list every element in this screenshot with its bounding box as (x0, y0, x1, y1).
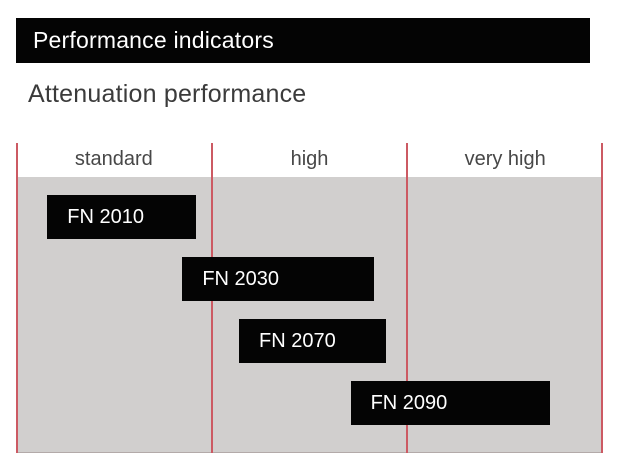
attenuation-chart: standard high very high FN 2010 FN 2030 FN 2… (16, 143, 603, 453)
range-bar-fn-2090: FN 2090 (350, 381, 551, 425)
page-title: Performance indicators (33, 27, 274, 53)
title-bar: Performance indicators (16, 18, 590, 63)
range-bar-fn-2030: FN 2030 (182, 257, 375, 301)
column-header-row: standard high very high (16, 143, 603, 177)
column-header-standard: standard (74, 148, 153, 170)
bars-layer: FN 2010 FN 2030 FN 2070 FN 2090 (16, 177, 603, 453)
range-bar-fn-2070: FN 2070 (239, 319, 386, 363)
column-header-high: high (290, 148, 329, 170)
range-bar-fn-2010: FN 2010 (47, 195, 196, 239)
column-header-very-high: very high (464, 148, 546, 170)
chart-title: Attenuation performance (28, 80, 307, 108)
